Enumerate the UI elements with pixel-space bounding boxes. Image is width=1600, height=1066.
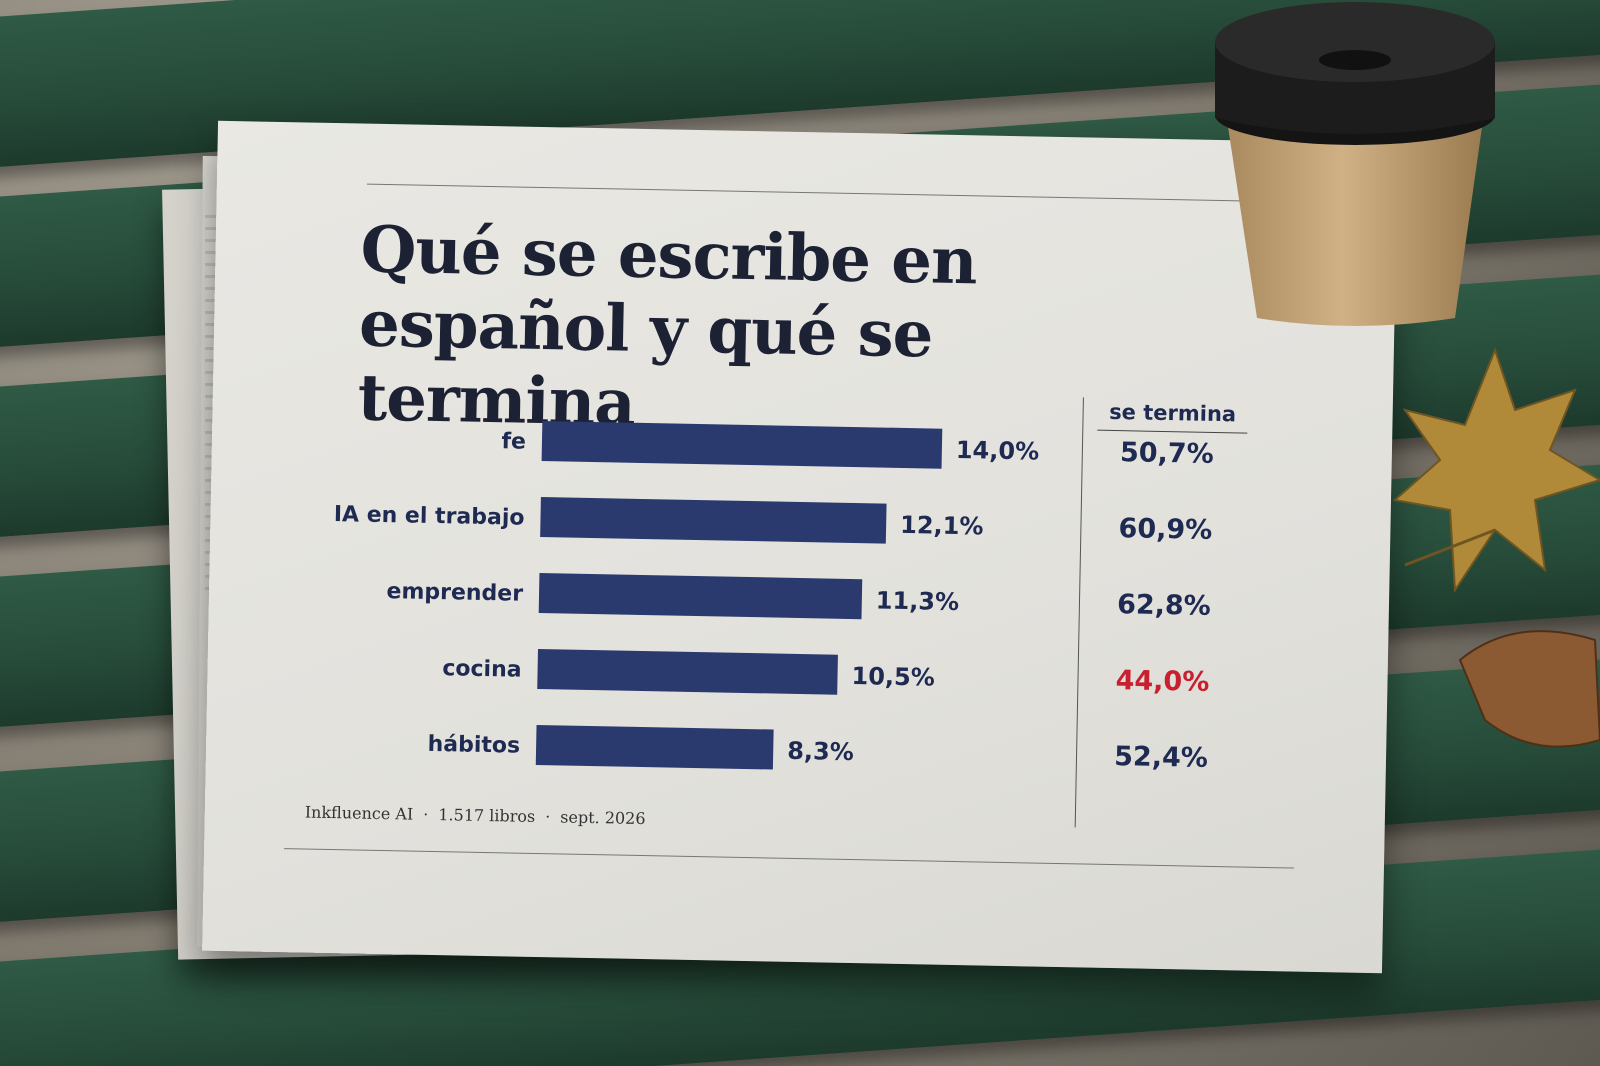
footer-source: Inkfluence AI [304,802,414,824]
footer-date: sept. 2026 [560,807,646,829]
bar [541,421,943,469]
footer-books: 1.517 libros [438,805,536,826]
category-label: cocina [442,656,522,683]
completion-value: 50,7% [1120,437,1214,470]
coffee-cup-icon [1215,2,1495,326]
bar [537,648,838,695]
footer-credit: Inkfluence AI · 1.517 libros · sept. 2026 [305,803,646,829]
bar [535,724,774,770]
bar [538,573,863,620]
right-column-header: se termina [1108,399,1237,427]
category-label: hábitos [427,732,520,759]
completion-value: 60,9% [1118,513,1212,546]
maple-leaf-icon [1392,347,1600,594]
bar [540,497,887,544]
dry-leaf-icon [1458,630,1600,748]
footer-separator: · [545,807,551,827]
bottom-rule [284,848,1294,869]
bar-chart: fe 14,0% 50,7% IA en el trabajo 12,1% 60,9% em… [334,421,1214,774]
footer-separator: · [423,804,429,824]
newspaper-page: Qué se escribe en español y qué se termi… [202,120,1398,974]
category-label: emprender [386,579,523,607]
data-label: 14,0% [956,436,1040,466]
completion-value: 52,4% [1114,741,1208,774]
completion-value-highlight: 44,0% [1115,665,1209,698]
category-label: fe [501,429,526,454]
data-label: 11,3% [876,586,960,616]
data-label: 12,1% [900,511,984,541]
data-label: 10,5% [851,662,935,692]
top-rule [366,183,1247,202]
completion-value: 62,8% [1117,589,1211,622]
data-label: 8,3% [787,737,854,766]
category-label: IA en el trabajo [334,502,525,531]
